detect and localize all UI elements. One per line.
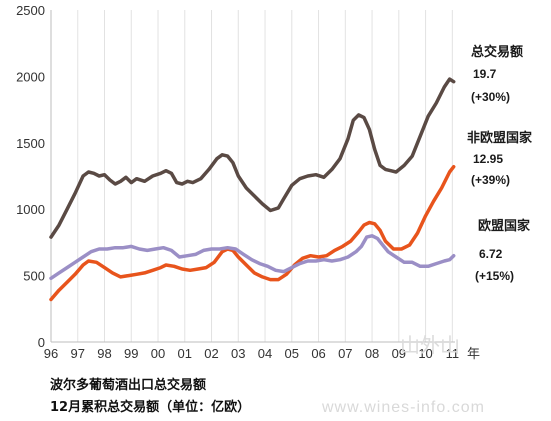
series-change-eu: (+15%): [475, 269, 514, 283]
label-non-eu: 非欧盟国家 12.95 (+39%): [467, 130, 533, 187]
series-label-non-eu: 非欧盟国家: [467, 130, 533, 146]
label-total: 总交易额 19.7 (+30%): [471, 44, 523, 104]
x-tick-label: 02: [204, 346, 218, 361]
x-tick-label: 11: [446, 346, 460, 361]
x-tick-label: 06: [311, 346, 325, 361]
series-label-eu: 欧盟国家: [478, 218, 531, 234]
x-tick-label: 09: [392, 346, 406, 361]
x-tick-label: 07: [338, 346, 352, 361]
series-line-1: [49, 164, 456, 302]
series-line-2: [49, 234, 456, 281]
watermark-cn: 山外山: [400, 333, 460, 357]
series-lines: [49, 77, 456, 302]
x-tick-label: 97: [71, 346, 85, 361]
x-tick-label: 99: [124, 346, 138, 361]
y-tick-label: 0: [38, 335, 45, 350]
x-axis-unit: 年: [467, 346, 480, 361]
watermark-url: www.wines-info.com: [321, 399, 485, 416]
y-tick-label: 2500: [16, 3, 45, 18]
x-tick-label: 03: [231, 346, 245, 361]
x-tick-label: 00: [151, 346, 165, 361]
y-tick-label: 1500: [16, 136, 45, 151]
y-tick-label: 2000: [16, 69, 45, 84]
y-tick-labels: 0 500 1000 1500 2000 2500: [16, 3, 45, 350]
x-tick-label: 05: [285, 346, 299, 361]
axes: [50, 10, 455, 343]
label-eu: 欧盟国家 6.72 (+15%): [475, 218, 531, 283]
series-change-non-eu: (+39%): [471, 173, 510, 187]
series-value-non-eu: 12.95: [473, 152, 503, 166]
series-label-total: 总交易额: [471, 44, 523, 60]
x-tick-label: 98: [97, 346, 111, 361]
x-tick-label: 08: [365, 346, 379, 361]
caption-line-1: 波尔多葡萄酒出口总交易额: [50, 377, 206, 393]
x-tick-labels: 96 97 98 99 00 01 02 03 04 05 06 07 08 09 10 11: [44, 346, 459, 361]
series-value-total: 19.7: [473, 67, 497, 81]
x-tick-label: 01: [178, 346, 192, 361]
y-tick-label: 500: [23, 269, 45, 284]
x-tick-label: 10: [418, 346, 432, 361]
y-tick-label: 1000: [16, 202, 45, 217]
x-tick-label: 96: [44, 346, 58, 361]
caption-line-2: 12月累积总交易额（单位：亿欧）: [50, 399, 250, 415]
series-value-eu: 6.72: [479, 247, 503, 261]
grid-lines: [50, 10, 453, 342]
series-line-0: [49, 77, 456, 239]
x-tick-label: 04: [258, 346, 272, 361]
series-change-total: (+30%): [471, 90, 510, 104]
